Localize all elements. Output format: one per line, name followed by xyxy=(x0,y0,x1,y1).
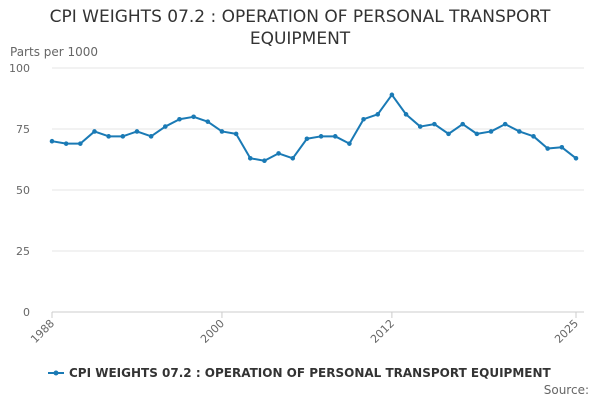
chart-title: CPI WEIGHTS 07.2 : OPERATION OF PERSONAL… xyxy=(49,7,551,49)
data-point[interactable] xyxy=(531,134,536,139)
y-tick-label: 75 xyxy=(16,123,30,136)
y-tick-label: 25 xyxy=(16,245,30,258)
x-tick-label: 2000 xyxy=(198,317,227,346)
data-point[interactable] xyxy=(432,121,437,127)
data-point[interactable] xyxy=(361,116,366,122)
legend[interactable]: CPI WEIGHTS 07.2 : OPERATION OF PERSONAL… xyxy=(48,366,552,380)
data-point[interactable] xyxy=(332,134,338,139)
data-point[interactable] xyxy=(106,134,111,139)
x-tick-label: 1988 xyxy=(28,317,57,346)
grid-lines xyxy=(52,67,584,313)
y-tick-label: 100 xyxy=(9,62,30,75)
data-point[interactable] xyxy=(120,134,126,139)
data-point[interactable] xyxy=(162,124,168,129)
data-point[interactable] xyxy=(134,129,140,134)
y-tick-label: 0 xyxy=(23,306,30,319)
data-point[interactable] xyxy=(474,131,480,137)
data-point[interactable] xyxy=(375,112,381,117)
data-point[interactable] xyxy=(78,141,83,146)
data-point[interactable] xyxy=(219,129,225,134)
x-tick-label: 2012 xyxy=(368,317,397,346)
data-point[interactable] xyxy=(446,131,451,137)
data-point[interactable] xyxy=(290,155,296,161)
data-point[interactable] xyxy=(191,114,196,120)
data-point[interactable] xyxy=(63,141,69,146)
data-point[interactable] xyxy=(403,112,409,117)
series-layer xyxy=(49,92,579,164)
data-point[interactable] xyxy=(545,146,550,151)
data-point[interactable] xyxy=(460,121,466,127)
data-point[interactable] xyxy=(417,124,423,129)
data-point[interactable] xyxy=(347,141,352,146)
axis-ticks: 0 25 50 75 100 1988 2000 2012 2025 xyxy=(9,62,584,346)
data-point[interactable] xyxy=(517,129,522,134)
x-tick-label: 2025 xyxy=(552,317,581,346)
source-label: Source: xyxy=(544,383,589,397)
data-point[interactable] xyxy=(488,129,494,134)
data-point[interactable] xyxy=(304,136,310,142)
data-point[interactable] xyxy=(502,121,508,127)
data-point[interactable] xyxy=(389,92,395,98)
series-line xyxy=(51,93,577,162)
data-point[interactable] xyxy=(233,131,239,137)
legend-label: CPI WEIGHTS 07.2 : OPERATION OF PERSONAL… xyxy=(69,366,552,380)
data-point[interactable] xyxy=(49,138,55,144)
data-point[interactable] xyxy=(177,116,182,122)
data-point[interactable] xyxy=(262,158,267,164)
data-point[interactable] xyxy=(247,155,253,161)
legend-dot-marker xyxy=(53,370,59,376)
data-point[interactable] xyxy=(276,151,281,156)
data-point[interactable] xyxy=(559,145,565,150)
y-tick-label: 50 xyxy=(16,184,30,197)
data-point[interactable] xyxy=(573,155,579,161)
data-point[interactable] xyxy=(92,129,97,134)
data-point[interactable] xyxy=(205,119,211,124)
data-point[interactable] xyxy=(148,134,154,139)
data-point[interactable] xyxy=(318,134,324,139)
y-axis-unit-label: Parts per 1000 xyxy=(10,45,98,59)
